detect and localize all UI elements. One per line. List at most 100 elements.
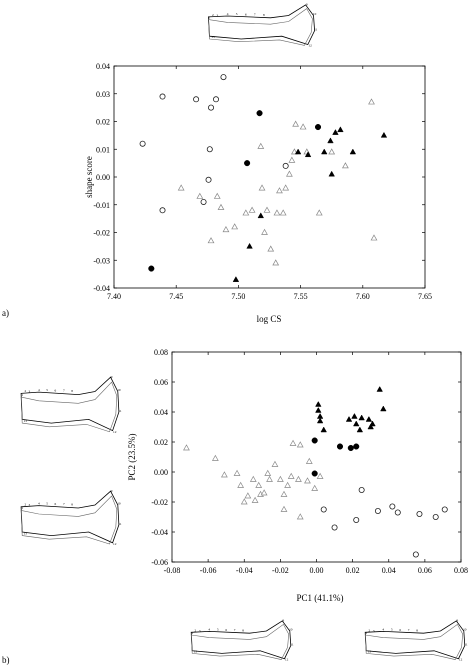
x-axis-title-b: PC1 (41.1%) bbox=[297, 593, 344, 603]
landmark-label: 3 bbox=[217, 13, 219, 17]
y-tick-label: 0.08 bbox=[154, 348, 168, 357]
landmark-label: 5 bbox=[391, 628, 393, 632]
data-point-filled-triangle bbox=[365, 415, 373, 422]
data-point-open-triangle bbox=[222, 226, 230, 233]
x-axis-title-a: log CS bbox=[257, 314, 282, 324]
data-point-open-circle bbox=[432, 514, 439, 521]
data-point-open-triangle bbox=[211, 454, 219, 461]
data-point-open-triangle bbox=[286, 170, 293, 177]
data-point-open-triangle bbox=[233, 469, 241, 476]
landmark-label: 7 bbox=[254, 13, 256, 17]
landmark-label: 4 bbox=[208, 628, 210, 632]
y-axis-title-a: shape score bbox=[84, 156, 94, 198]
y-tick-label: 0.02 bbox=[154, 438, 168, 447]
landmark-label: 9 bbox=[283, 618, 285, 622]
landmark-label: 10 bbox=[117, 501, 121, 505]
data-point-filled-triangle bbox=[356, 426, 364, 433]
data-point-open-circle bbox=[206, 146, 213, 153]
landmark-label: 13 bbox=[368, 650, 372, 654]
data-point-filled-triangle bbox=[349, 148, 357, 155]
landmark-label: 10 bbox=[463, 628, 467, 632]
landmark-label: 9 bbox=[111, 375, 113, 379]
landmark-label: 8 bbox=[416, 628, 418, 632]
outline-shape bbox=[364, 620, 466, 660]
x-tick-label: 7.40 bbox=[107, 292, 121, 301]
landmark-label: 11 bbox=[314, 28, 318, 32]
data-point-filled-triangle bbox=[345, 415, 353, 422]
outline-shape bbox=[190, 620, 292, 660]
data-point-filled-triangle bbox=[367, 423, 374, 430]
landmark-label: 13 bbox=[211, 35, 215, 39]
y-tick-label: -0.04 bbox=[151, 528, 168, 537]
landmark-label: 12 bbox=[308, 43, 312, 47]
data-point-filled-triangle bbox=[332, 129, 339, 135]
data-point-open-triangle bbox=[266, 475, 273, 482]
data-point-open-triangle bbox=[242, 209, 250, 216]
data-point-open-triangle bbox=[261, 228, 268, 235]
plot-frame-a bbox=[113, 65, 426, 289]
data-point-open-triangle bbox=[280, 505, 288, 512]
outline-shape-alt bbox=[20, 381, 118, 433]
landmark-label: 6 bbox=[55, 502, 57, 506]
landmark-label: 8 bbox=[263, 13, 265, 17]
x-tick-label: 7.50 bbox=[231, 292, 245, 301]
data-point-open-circle bbox=[353, 517, 360, 524]
data-point-open-circle bbox=[159, 207, 166, 214]
x-tick-label: 7.55 bbox=[294, 292, 308, 301]
data-point-open-triangle bbox=[272, 259, 280, 266]
data-point-open-triangle bbox=[276, 187, 283, 194]
landmark-label: 6 bbox=[225, 628, 227, 632]
data-point-open-triangle bbox=[263, 206, 271, 213]
data-point-open-triangle bbox=[288, 156, 296, 163]
y-tick-label: 0.03 bbox=[96, 90, 110, 99]
data-point-open-triangle bbox=[284, 481, 291, 488]
data-point-filled-circle bbox=[311, 470, 318, 477]
data-point-open-circle bbox=[159, 93, 166, 100]
data-point-open-triangle bbox=[217, 203, 225, 210]
data-point-filled-circle bbox=[148, 265, 155, 272]
data-point-filled-triangle bbox=[351, 412, 358, 419]
y-tick-label: -0.01 bbox=[93, 201, 110, 210]
x-tick-label: 0.06 bbox=[418, 566, 432, 575]
ticks-a: 7.40 7.45 7.50 7.55 7.60 7.65 -0.04 -0.03 -0.02 -… bbox=[93, 62, 432, 301]
data-point-filled-triangle bbox=[380, 131, 388, 138]
landmark-label: 10 bbox=[117, 388, 121, 392]
x-tick-label: 7.65 bbox=[418, 292, 432, 301]
y-tick-label: 0.00 bbox=[154, 468, 168, 477]
data-point-open-triangle bbox=[244, 492, 252, 499]
landmark-label: 2 bbox=[195, 628, 197, 632]
panel-label-b: b) bbox=[2, 655, 10, 665]
landmark-label: 10 bbox=[289, 628, 293, 632]
data-point-open-triangle bbox=[213, 192, 221, 199]
panel-label-a: a) bbox=[2, 308, 9, 318]
landmark-label: 3 bbox=[29, 503, 31, 507]
data-point-filled-triangle bbox=[304, 151, 312, 158]
landmark-label: 5 bbox=[217, 628, 219, 632]
y-tick-label: -0.02 bbox=[93, 229, 110, 238]
data-point-open-triangle bbox=[273, 209, 281, 216]
landmark-label: 4 bbox=[38, 501, 40, 505]
data-point-open-triangle bbox=[196, 192, 204, 199]
data-point-open-circle bbox=[205, 176, 212, 183]
landmark-label: 5 bbox=[236, 12, 238, 16]
data-point-open-triangle bbox=[183, 444, 190, 451]
data-point-filled-triangle bbox=[232, 276, 240, 282]
data-point-open-circle bbox=[441, 506, 448, 513]
ticks-b: -0.08 -0.06 -0.04 -0.02 0.00 0.02 0.04 0.06 0.08… bbox=[151, 348, 468, 575]
landmark-label: 8 bbox=[71, 503, 73, 507]
landmark-label: 4 bbox=[227, 12, 229, 16]
data-point-open-triangle bbox=[292, 120, 300, 127]
data-point-filled-triangle bbox=[369, 420, 376, 427]
data-point-open-triangle bbox=[368, 98, 375, 105]
x-tick-label: -0.06 bbox=[200, 566, 217, 575]
x-tick-label: -0.04 bbox=[236, 566, 253, 575]
landmark-label: 12 bbox=[113, 430, 117, 434]
landmark-label: 3 bbox=[373, 629, 375, 633]
data-point-open-triangle bbox=[279, 209, 287, 216]
y-tick-label: 0.06 bbox=[154, 378, 168, 387]
landmark-label: 5 bbox=[46, 501, 48, 505]
